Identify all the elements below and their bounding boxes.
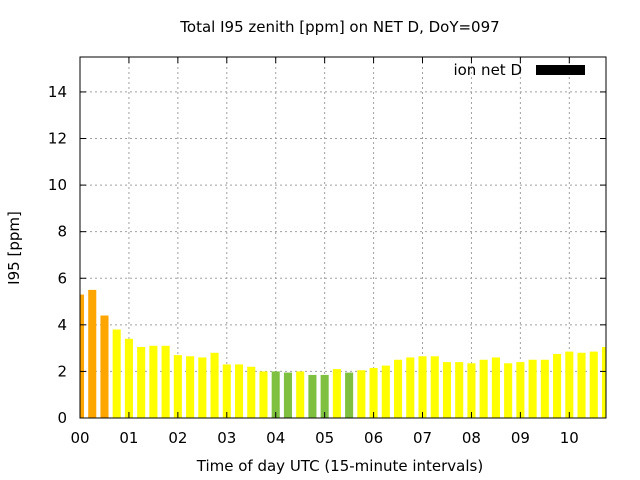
bar <box>222 364 231 418</box>
bar <box>124 338 133 418</box>
y-tick-label: 0 <box>57 409 67 427</box>
bar <box>357 370 366 418</box>
bar <box>149 345 158 418</box>
bar <box>467 363 476 418</box>
bar <box>381 365 390 418</box>
bar <box>210 352 219 418</box>
bar <box>442 362 452 418</box>
bar <box>553 353 562 418</box>
x-tick-label: 10 <box>560 429 579 447</box>
y-tick-label: 4 <box>57 316 67 334</box>
bar <box>259 371 268 418</box>
x-tick-label: 06 <box>364 429 383 447</box>
y-tick-label: 6 <box>57 269 67 287</box>
y-tick-label: 8 <box>57 223 67 241</box>
bar <box>296 371 305 418</box>
y-tick-label: 10 <box>48 176 67 194</box>
x-tick-label: 02 <box>168 429 187 447</box>
y-tick-label: 12 <box>48 130 67 148</box>
bar <box>418 356 427 418</box>
bar <box>332 369 341 418</box>
bar <box>394 359 403 418</box>
bars <box>80 289 606 418</box>
y-tick-label: 2 <box>57 362 67 380</box>
bar <box>504 363 513 418</box>
bar <box>80 294 85 418</box>
x-tick-label: 07 <box>413 429 432 447</box>
bar <box>540 359 549 418</box>
bar <box>491 357 500 418</box>
y-axis-label: I95 [ppm] <box>5 211 23 285</box>
bar <box>528 359 537 418</box>
bar <box>247 366 256 418</box>
y-tick-label: 14 <box>48 83 67 101</box>
x-tick-label: 09 <box>511 429 530 447</box>
x-tick-label: 03 <box>217 429 236 447</box>
bar <box>198 357 207 418</box>
bar <box>186 356 195 418</box>
legend: ion net D <box>453 61 585 79</box>
x-tick-label: 08 <box>462 429 481 447</box>
x-tick-label: 04 <box>266 429 285 447</box>
bar <box>234 364 244 418</box>
bar <box>271 371 280 418</box>
legend-swatch <box>536 65 585 75</box>
bar <box>565 351 574 418</box>
plot-frame <box>79 56 607 419</box>
bar <box>112 329 121 418</box>
x-tick-label: 01 <box>119 429 138 447</box>
x-axis-label: Time of day UTC (15-minute intervals) <box>196 457 483 475</box>
bar <box>369 367 378 418</box>
bar <box>161 345 170 418</box>
bar <box>320 374 329 418</box>
bar <box>406 357 415 418</box>
legend-label: ion net D <box>453 61 522 79</box>
chart-title: Total I95 zenith [ppm] on NET D, DoY=097 <box>179 18 499 36</box>
bar <box>173 355 182 418</box>
bar <box>345 372 354 418</box>
bar <box>455 362 464 418</box>
x-tick-label: 05 <box>315 429 334 447</box>
bar <box>100 315 109 418</box>
bar <box>589 351 598 418</box>
x-tick-label: 00 <box>70 429 89 447</box>
bar <box>516 362 525 418</box>
bar <box>308 374 317 418</box>
bar <box>137 346 146 418</box>
grid <box>80 57 606 418</box>
bar <box>88 289 97 418</box>
bar <box>283 372 292 418</box>
bar <box>601 346 606 418</box>
bar <box>430 356 439 418</box>
bar <box>577 352 586 418</box>
bar <box>479 359 488 418</box>
